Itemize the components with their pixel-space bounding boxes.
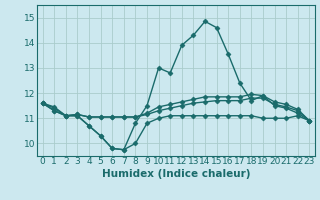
X-axis label: Humidex (Indice chaleur): Humidex (Indice chaleur) (102, 169, 250, 179)
